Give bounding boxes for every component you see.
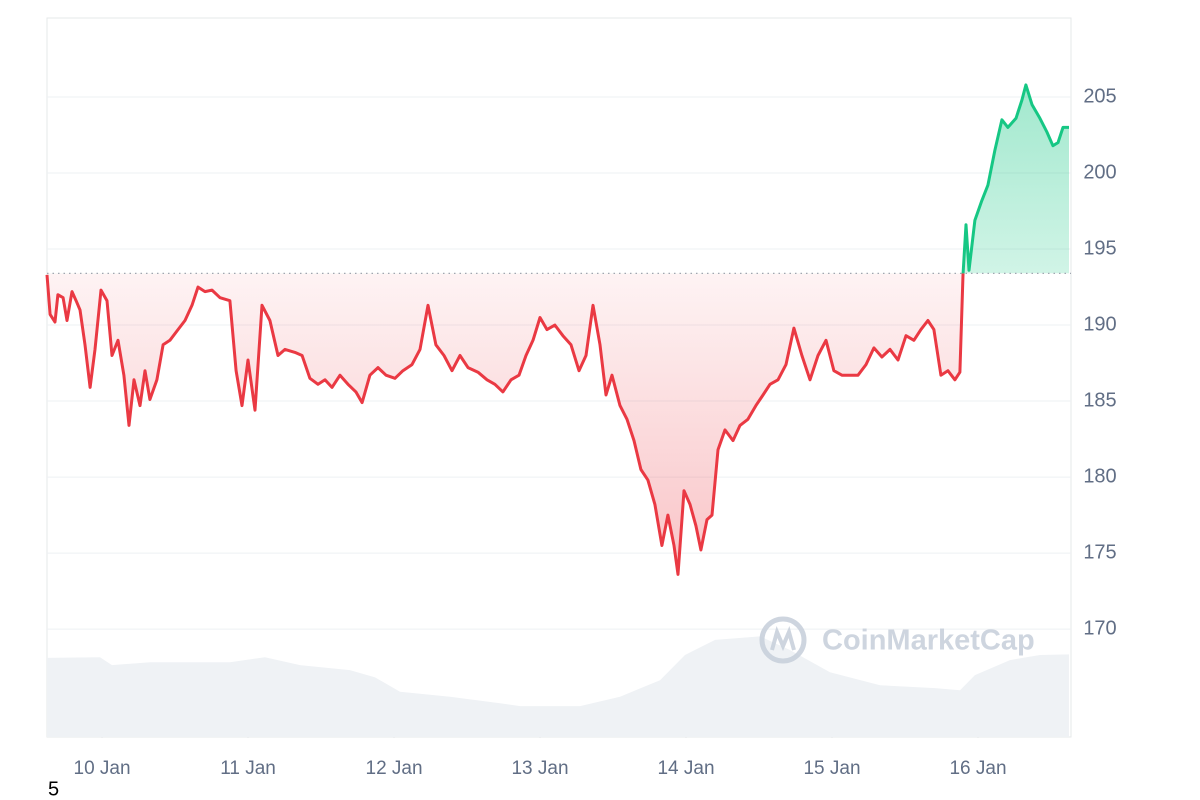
x-tick-label: 10 Jan — [74, 758, 131, 779]
watermark-logo — [759, 616, 807, 664]
x-tick-label: 13 Jan — [511, 758, 568, 779]
y-tick-label: 180 — [1083, 465, 1116, 487]
volume-layer — [47, 636, 1069, 737]
y-tick-label: 195 — [1083, 237, 1116, 259]
x-tick-label: 11 Jan — [220, 758, 276, 779]
y-tick-label: 205 — [1083, 85, 1116, 107]
y-tick-label: 170 — [1083, 617, 1116, 639]
grid — [47, 96, 1071, 630]
y-tick-label: 185 — [1083, 389, 1116, 411]
y-tick-label: 175 — [1083, 541, 1116, 563]
axes: 170 175 180 185 190 195 200 205 10 Jan 11 Jan 12 J… — [74, 85, 1117, 779]
watermark-text: CoinMarketCap — [822, 625, 1035, 657]
footer-note: 5 — [48, 778, 59, 800]
watermark-logo-m — [770, 625, 796, 652]
x-tick-label: 12 Jan — [366, 758, 423, 779]
y-tick-label: 190 — [1083, 313, 1116, 335]
volume-area — [47, 636, 1069, 737]
x-tick-label: 15 Jan — [803, 758, 860, 779]
price-layer — [45, 83, 1071, 576]
area-down — [47, 273, 964, 575]
x-tick-label: 14 Jan — [657, 758, 714, 779]
y-tick-label: 200 — [1083, 161, 1116, 183]
price-line-down — [45, 273, 965, 576]
watermark: CoinMarketCap — [759, 616, 1035, 664]
x-tick-label: 16 Jan — [949, 758, 1006, 779]
